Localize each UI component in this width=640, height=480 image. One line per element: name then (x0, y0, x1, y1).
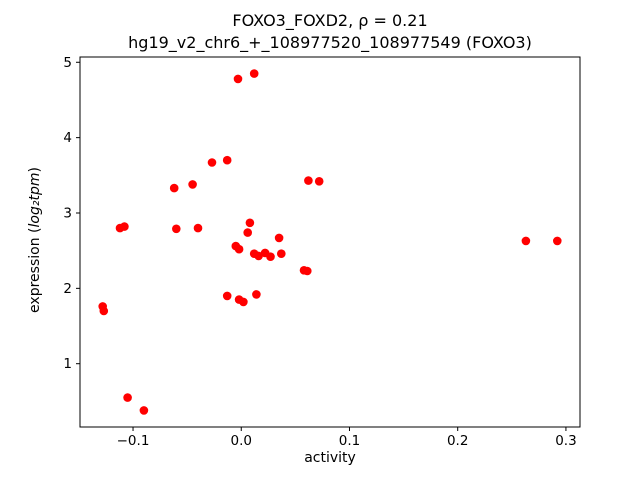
data-point (266, 252, 275, 261)
y-tick-label: 1 (63, 356, 72, 372)
data-point (304, 176, 313, 185)
data-point (249, 69, 259, 78)
y-axis-label-suffix: ) (27, 167, 43, 173)
y-axis-label: expression (log₂tpm) (27, 140, 43, 340)
y-tick-label: 2 (63, 281, 72, 297)
data-point (521, 236, 531, 246)
data-point (274, 233, 284, 243)
plot-title-line2: hg19_v2_chr6_+_108977520_108977549 (FOXO… (128, 33, 532, 52)
data-point (239, 297, 248, 307)
data-point (188, 180, 197, 189)
data-point (303, 266, 312, 276)
y-tick-label: 3 (63, 205, 72, 221)
data-point (169, 183, 179, 193)
plot-frame (79, 56, 581, 428)
data-point (234, 244, 244, 254)
data-point (193, 223, 203, 233)
data-point (120, 222, 129, 231)
data-point (123, 393, 132, 402)
data-point (254, 251, 263, 261)
data-point (222, 155, 232, 165)
data-point (207, 158, 217, 167)
data-point (245, 218, 255, 228)
data-point (172, 224, 181, 234)
data-point (99, 306, 109, 316)
x-tick-label: 0.2 (447, 433, 468, 449)
x-tick-label: 0.1 (339, 433, 360, 449)
y-axis-label-math: log₂tpm (27, 172, 43, 228)
y-tick-label: 5 (63, 55, 72, 71)
data-point (314, 177, 324, 186)
data-point (139, 406, 149, 415)
data-point (252, 290, 261, 299)
data-point (243, 228, 252, 237)
x-tick-label: 0.3 (555, 433, 576, 449)
data-point (233, 74, 243, 84)
y-axis-label-prefix: expression ( (27, 227, 43, 313)
data-point (277, 249, 286, 258)
x-tick-label: 0.0 (231, 433, 252, 449)
data-point (553, 236, 562, 246)
y-tick-label: 4 (63, 130, 72, 146)
x-axis-label: activity (304, 450, 356, 466)
data-point (222, 291, 232, 301)
plot-title-line1: FOXO3_FOXD2, ρ = 0.21 (232, 11, 428, 30)
x-tick-label: −0.1 (117, 433, 150, 449)
